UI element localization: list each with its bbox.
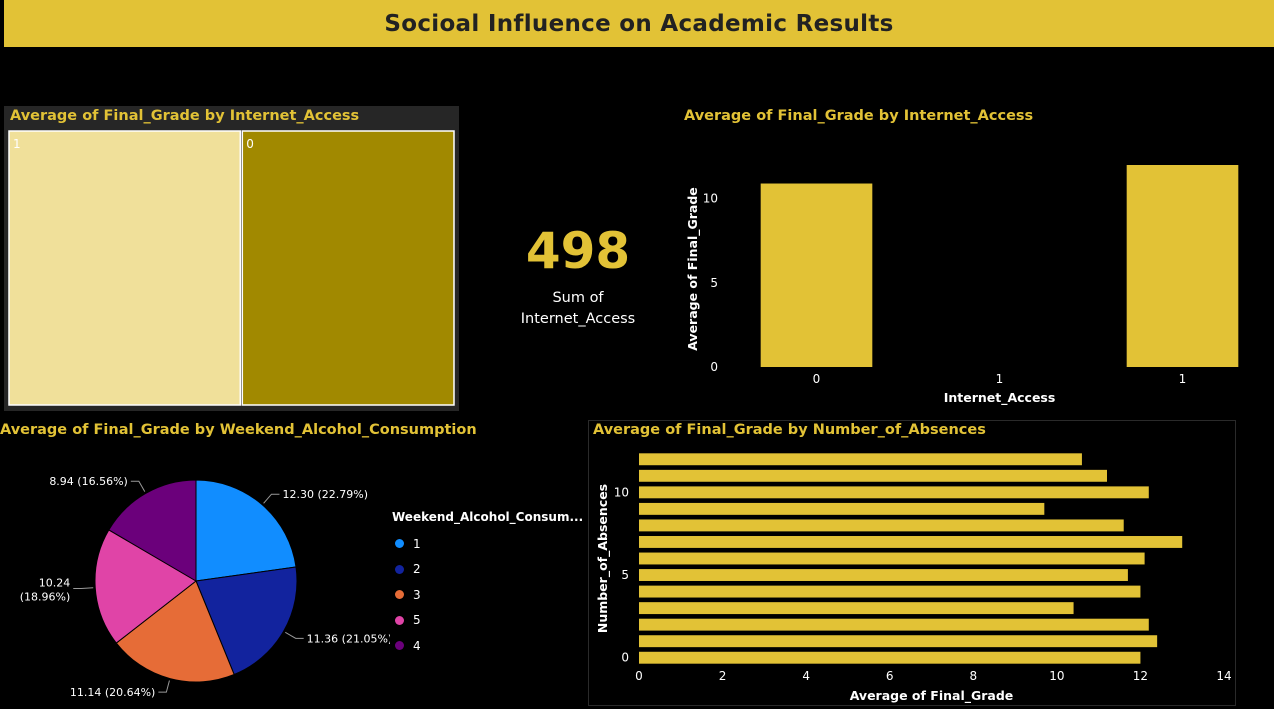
pie-data-label: 11.36 (21.05%) [307,632,390,645]
pie-legend: Weekend_Alcohol_Consum... 1 2 3 5 4 [392,510,583,659]
absence-bar [639,453,1082,466]
column-bar [760,183,873,367]
x-tick-label: 10 [1049,669,1064,683]
pie-legend-label: 2 [413,562,421,577]
pie-legend-label: 5 [413,613,421,628]
x-tick-label: 0 [813,372,821,386]
absence-bar [639,651,1141,664]
column-bar [1126,165,1239,367]
treemap-tile-label: 1 [13,137,21,151]
pie-legend-label: 4 [413,638,421,653]
absence-bar [639,519,1124,532]
absences-chart-title: Average of Final_Grade by Number_of_Abse… [593,422,986,438]
treemap-tile [8,130,242,406]
absence-bar [639,569,1128,581]
kpi-card-label: Sum of Internet_Access [520,290,636,327]
pie-legend-label: 3 [413,587,421,602]
absence-bar [639,536,1183,548]
pie-slice [94,529,197,644]
pie-legend-label: 1 [413,536,421,551]
pie-leader-line [130,480,146,492]
x-tick-label: 4 [802,669,810,683]
legend-marker-icon [395,641,404,651]
kpi-card-value: 498 [525,222,631,280]
absence-bar [639,602,1074,615]
x-tick-label: 1 [996,372,1004,386]
legend-marker-icon [395,564,404,574]
x-axis-label: Average of Final_Grade [850,688,1014,704]
absence-bar [639,552,1145,565]
x-tick-label: 14 [1216,669,1231,683]
pie-legend-title: Weekend_Alcohol_Consum... [392,510,584,524]
dashboard-title-bar: Socioal Influence on Academic Results [4,0,1274,47]
y-axis-label: Number_of_Absences [595,484,611,633]
pie-legend-item[interactable]: 4 [392,633,583,659]
pie-legend-item[interactable]: 3 [392,582,583,608]
pie-data-label: (18.96%) [20,591,71,604]
legend-marker-icon [395,590,404,600]
absence-bar [639,502,1045,515]
absence-bar [639,486,1149,499]
pie-data-label: 11.14 (20.64%) [70,686,156,699]
absences-chart-panel[interactable] [588,420,1236,706]
x-tick-label: 6 [886,669,894,683]
y-tick-label: 10 [614,485,629,499]
column-chart-title: Average of Final_Grade by Internet_Acces… [684,108,1034,124]
pie-data-label: 8.94 (16.56%) [49,475,128,488]
absences-bar-chart[interactable]: 10 5 00 2 4 6 8 10 12 14 Average of Final_Grade Num… [590,445,1235,707]
pie-legend-item[interactable]: 1 [392,531,583,557]
pie-data-label: 10.24 [39,577,71,590]
pie-data-label: 12.30 (22.79%) [282,488,368,501]
y-tick-label: 10 [703,192,718,206]
pie-leader-line [73,587,94,590]
pie-legend-item[interactable]: 2 [392,557,583,583]
y-tick-label: 0 [621,651,629,665]
absence-bar [639,469,1107,482]
y-tick-label: 0 [710,360,718,374]
y-tick-label: 5 [710,276,718,290]
treemap-tile-label: 0 [246,137,254,151]
pie-leader-line [158,680,170,693]
pie-leader-line [285,631,304,639]
absence-bar [639,585,1141,598]
x-tick-label: 1 [1179,372,1187,386]
x-tick-label: 0 [635,669,643,683]
absence-bar [639,618,1149,631]
pie-slice [108,479,197,582]
pie-leader-line [263,493,280,504]
y-tick-label: 5 [621,568,629,582]
pie-slice [195,479,297,582]
x-tick-label: 2 [719,669,727,683]
dashboard-title: Socioal Influence on Academic Results [384,10,894,37]
x-axis-label: Internet_Access [944,390,1056,406]
x-tick-label: 8 [969,669,977,683]
pie-slice [115,580,235,683]
pie-slice [195,566,298,676]
pie-chart-title: Average of Final_Grade by Weekend_Alcoho… [0,422,477,438]
pie-legend-item[interactable]: 5 [392,608,583,634]
treemap-tile [241,130,455,406]
absence-bar [639,635,1158,648]
y-axis-label: Average of Final_Grade [685,187,701,351]
treemap-title: Average of Final_Grade by Internet_Acces… [10,108,360,124]
legend-marker-icon [395,615,404,625]
legend-marker-icon [395,539,404,549]
pie-chart[interactable]: 12.30 (22.79%) 11.36 (21.05%) 11.14 (20.64… [0,445,390,709]
x-tick-label: 12 [1133,669,1148,683]
